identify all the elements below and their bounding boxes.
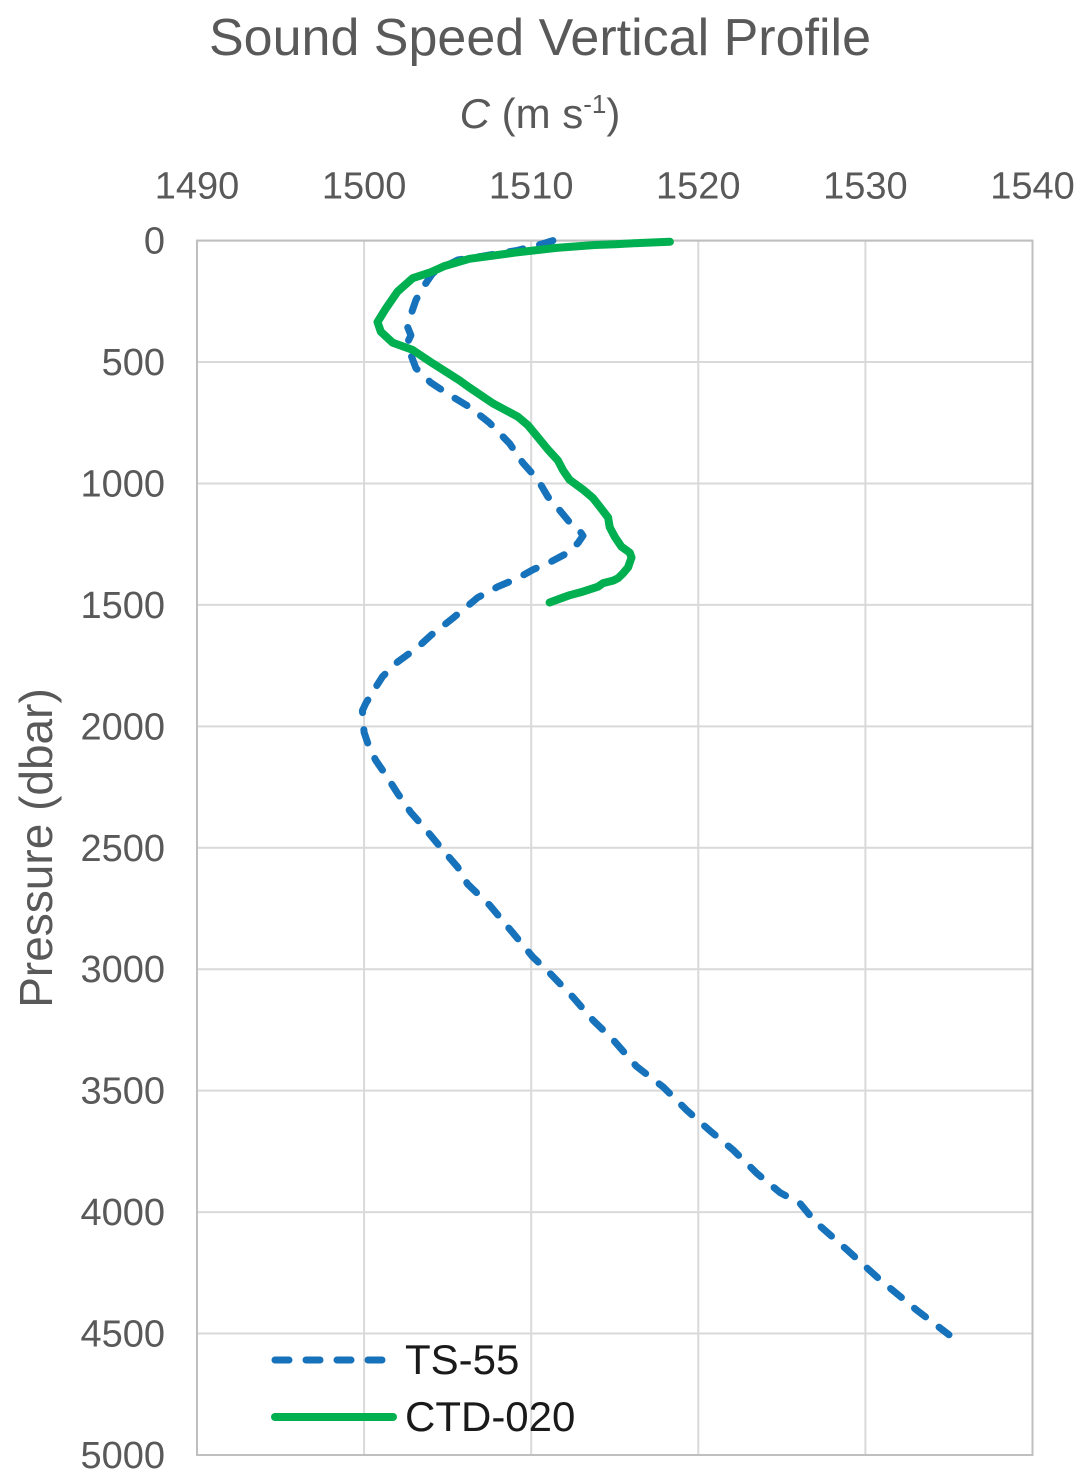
legend: TS-55 CTD-020: [271, 1331, 575, 1445]
y-tick-label: 3000: [80, 949, 165, 991]
y-tick-label: 2000: [80, 706, 165, 748]
y-tick-label: 3500: [80, 1071, 165, 1113]
x-tick-label: 1540: [990, 166, 1075, 208]
y-tick-label: 1000: [80, 463, 165, 505]
y-tick-label: 4500: [80, 1314, 165, 1356]
x-tick-label: 1510: [489, 166, 574, 208]
legend-line-sample-dashed: [271, 1356, 397, 1363]
chart-title: Sound Speed Vertical Profile: [209, 9, 871, 67]
legend-label-ctd-020: CTD-020: [405, 1392, 576, 1440]
legend-item-ctd-020: CTD-020: [271, 1388, 575, 1445]
legend-label-ts-55: TS-55: [405, 1335, 520, 1383]
x-axis-title: C (m s-1): [0, 90, 1080, 138]
x-axis-unit-prefix: (m s: [489, 90, 584, 137]
y-tick-label: 1500: [80, 585, 165, 627]
y-tick-label: 4000: [80, 1192, 165, 1234]
y-tick-label: 5000: [80, 1435, 165, 1477]
y-tick-label: 0: [144, 221, 165, 263]
y-tick-label: 2500: [80, 828, 165, 870]
x-tick-label: 1500: [322, 166, 407, 208]
x-axis-variable: C: [459, 90, 490, 137]
legend-line-sample-solid: [271, 1412, 397, 1421]
x-axis-unit-suffix: ): [606, 90, 621, 137]
series-line-ctd-020: [373, 237, 674, 607]
x-tick-label: 1520: [656, 166, 741, 208]
legend-item-ts-55: TS-55: [271, 1331, 575, 1388]
y-tick-label: 500: [102, 342, 165, 384]
series-line-ts-55: [358, 237, 953, 1339]
x-tick-label: 1490: [155, 166, 240, 208]
x-tick-label: 1530: [823, 166, 908, 208]
x-axis-unit-superscript: -1: [583, 89, 607, 119]
